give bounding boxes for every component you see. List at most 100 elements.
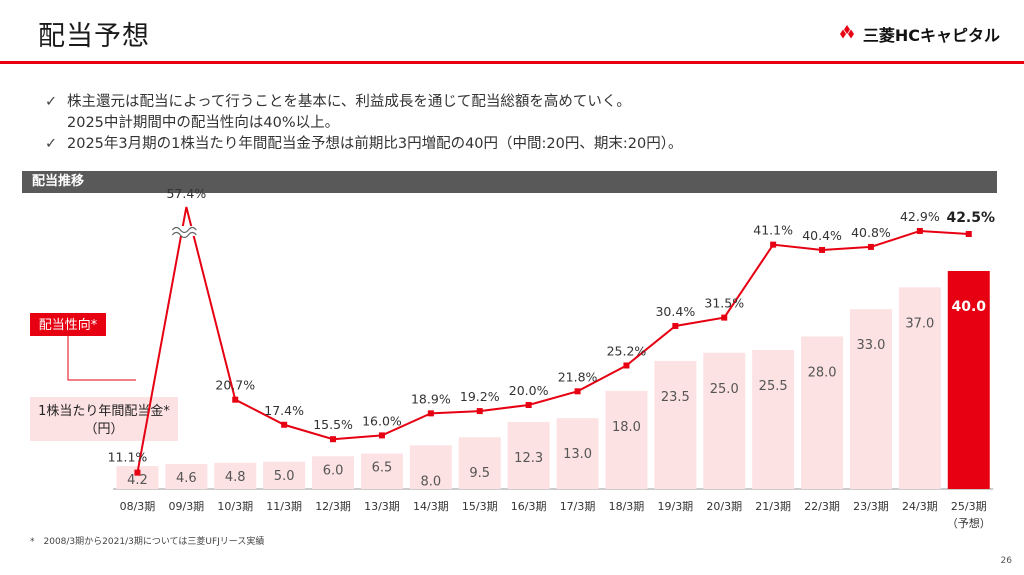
legend-line-label: 配当性向* [39, 317, 98, 333]
line-point [525, 402, 532, 408]
line-value-label: 57.4% [166, 186, 206, 201]
line-point [476, 408, 483, 415]
bullet-text: 株主還元は配当によって行うことを基本に、利益成長を通じて配当総額を高めていく。 [67, 94, 631, 110]
bar [263, 461, 306, 489]
bar [116, 466, 159, 489]
axis-break-mark [171, 226, 197, 234]
x-tick-label: 22/3期 [804, 500, 840, 513]
bar-value-label: 25.0 [710, 382, 739, 397]
line-point [770, 241, 777, 248]
line-point [721, 314, 728, 321]
bar [605, 390, 648, 489]
bar-value-label: 4.6 [176, 471, 197, 486]
company-name: 三菱HCキャピタル [862, 26, 1000, 45]
header-divider [0, 61, 1024, 64]
bar-value-label: 4.2 [127, 473, 148, 488]
bar [458, 437, 501, 489]
line-value-label: 21.8% [558, 369, 598, 384]
x-tick-label: 09/3期 [168, 500, 204, 513]
footnote: * 2008/3期から2021/3期については三菱UFJリース実績 [30, 537, 265, 547]
bar [165, 463, 208, 489]
line-point [672, 322, 679, 329]
line-point [623, 362, 630, 369]
bar [654, 360, 697, 489]
line-point [427, 410, 434, 417]
line-value-label: 41.1% [753, 223, 793, 238]
x-tick-label: 13/3期 [364, 500, 400, 513]
bar-value-label: 25.5 [759, 379, 788, 394]
bar-value-label: 4.8 [225, 470, 246, 485]
bullet-item: ✓ 2025年3月期の1株当たり年間配当金予想は前期比3円増配の40円（中間:2… [45, 134, 682, 155]
line-point [378, 432, 385, 439]
page-title: 配当予想 [38, 21, 150, 52]
legend-bar-box [30, 397, 178, 441]
x-tick-label: 19/3期 [657, 500, 693, 513]
line-value-label: 20.7% [215, 378, 255, 393]
line-value-label: 31.5% [704, 296, 744, 311]
check-icon: ✓ [45, 94, 58, 110]
bar [360, 453, 403, 489]
line-point [965, 231, 972, 237]
check-icon: ✓ [45, 136, 58, 152]
x-tick-label: 21/3期 [755, 500, 791, 513]
x-tick-label: 14/3期 [413, 500, 449, 513]
bar [801, 336, 844, 489]
bar [752, 350, 795, 489]
bar [849, 309, 892, 489]
bar-value-label: 40.0 [951, 299, 986, 315]
line-point [916, 227, 923, 234]
legend-bar-label-unit: （円） [84, 422, 123, 437]
line-value-label: 20.0% [509, 383, 549, 398]
bar [214, 462, 257, 489]
bar [507, 421, 550, 489]
x-tick-label: 24/3期 [902, 500, 938, 513]
bar [947, 271, 990, 489]
line-point [574, 388, 581, 395]
x-tick-label: 17/3期 [560, 500, 596, 513]
x-tick-label: 12/3期 [315, 500, 351, 513]
bar-value-label: 23.5 [661, 390, 690, 405]
bullet-text: 2025中計期間中の配当性向は40%以上。 [67, 115, 340, 131]
bar-value-label: 33.0 [856, 338, 885, 353]
bullet-text: 2025年3月期の1株当たり年間配当金予想は前期比3円増配の40円（中間:20円… [67, 136, 683, 152]
bar-value-label: 28.0 [808, 365, 837, 380]
line-value-label: 40.4% [802, 228, 842, 243]
line-point [819, 246, 826, 253]
payout-ratio-line [136, 206, 969, 473]
company-logo: 三菱HCキャピタル [837, 22, 1000, 46]
x-tick-sublabel: （予想） [947, 516, 991, 530]
axis-break-mark [171, 231, 197, 239]
line-value-label: 30.4% [655, 304, 695, 319]
line-value-label: 42.9% [900, 209, 940, 224]
x-tick-label: 25/3期 [951, 500, 987, 513]
line-value-label: 17.4% [264, 403, 304, 418]
x-tick-label: 16/3期 [511, 500, 547, 513]
bar [409, 445, 452, 489]
x-tick-label: 08/3期 [120, 500, 156, 513]
line-value-label: 11.1% [108, 450, 148, 465]
bullet-item: ✓ 株主還元は配当によって行うことを基本に、利益成長を通じて配当総額を高めていく… [45, 92, 682, 134]
line-point [134, 469, 141, 476]
bar [556, 418, 599, 489]
line-value-label: 40.8% [851, 225, 891, 240]
line-value-label: 16.0% [362, 413, 402, 428]
three-diamonds-icon [839, 25, 854, 39]
bar [898, 287, 941, 489]
x-tick-label: 11/3期 [266, 500, 302, 513]
line-point [330, 436, 337, 443]
bar-value-label: 37.0 [905, 316, 934, 331]
bar [312, 456, 355, 489]
bar-value-label: 5.0 [274, 469, 295, 484]
legend-line-box [30, 313, 106, 336]
x-tick-label: 18/3期 [609, 500, 645, 513]
bar-value-label: 13.0 [563, 447, 592, 462]
x-tick-label: 10/3期 [217, 500, 253, 513]
axis-break-mask [172, 226, 201, 236]
line-point [867, 243, 874, 250]
legend-connector [67, 332, 136, 381]
bar-value-label: 12.3 [514, 451, 543, 466]
bullet-list: ✓ 株主還元は配当によって行うことを基本に、利益成長を通じて配当総額を高めていく… [45, 92, 682, 155]
bar-value-label: 6.5 [372, 461, 393, 476]
line-point [281, 421, 288, 428]
